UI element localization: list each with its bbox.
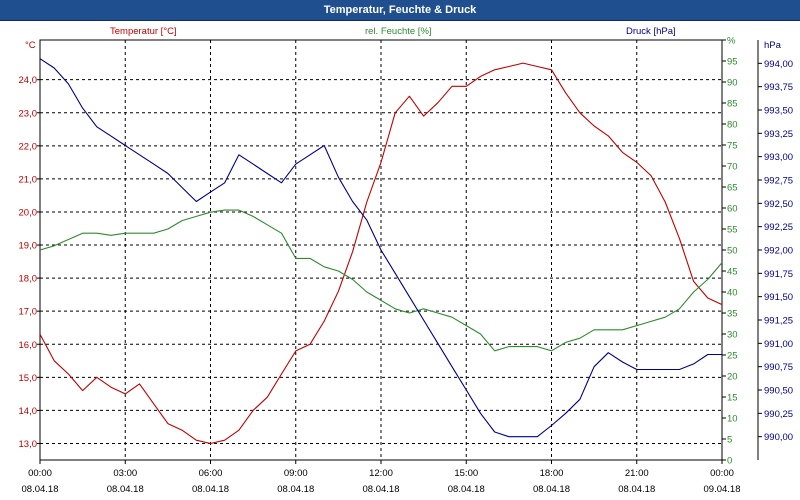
date-tick-label: 08.04.18 [363,484,400,495]
pressure-tick-label: 991,50 [764,292,793,303]
pressure-tick-label: 993,00 [764,152,793,163]
humidity-tick-label: 10 [727,414,738,425]
pressure-tick-label: 990,50 [764,386,793,397]
date-tick-label: 08.04.18 [22,484,59,495]
humidity-tick-label: 15 [727,393,738,404]
pressure-tick-label: 990,75 [764,362,793,373]
temperature-tick-label: 14,0 [19,406,38,417]
humidity-tick-label: 80 [727,120,738,131]
temperature-line [39,62,723,445]
humidity-tick-label: 90 [727,78,738,89]
temperature-tick-label: 19,0 [19,241,38,252]
humidity-tick-label: 95 [727,57,738,68]
pressure-tick-label: 993,25 [764,129,793,140]
time-tick-label: 21:00 [625,468,649,479]
time-tick-label: 12:00 [369,468,393,479]
humidity-tick-label: 40 [727,288,738,299]
humidity-tick-label: 85 [727,99,738,110]
pressure-series-label: Druck [hPa] [626,26,676,37]
pressure-tick-label: 992,25 [764,222,793,233]
humidity-axis: 0 5 10 15 20 25 30 35 40 45 50 55 60 65 70 75 80 85 90 95% [722,36,738,467]
date-tick-label: 08.04.18 [533,484,570,495]
time-tick-label: 03:00 [113,468,137,479]
humidity-line [39,209,723,352]
humidity-tick-label: 5 [727,435,732,446]
date-tick-label: 08.04.18 [277,484,314,495]
time-axis: 00:00 08.04.18 03:00 08.04.18 06:00 08.04.18 0… [22,460,741,495]
humidity-tick-label: 35 [727,309,738,320]
humidity-tick-label: 60 [727,204,738,215]
pressure-tick-label: 991,00 [764,339,793,350]
temperature-tick-label: 16,0 [19,340,38,351]
temperature-tick-label: 13,0 [19,439,38,450]
date-tick-label: 08.04.18 [448,484,485,495]
temperature-tick-label: 23,0 [19,108,38,119]
date-tick-label: 08.04.18 [192,484,229,495]
pressure-tick-label: 990,25 [764,409,793,420]
pressure-tick-label: 991,75 [764,269,793,280]
humidity-tick-label: 0 [727,456,732,467]
humidity-tick-label: 30 [727,330,738,341]
temperature-axis: 13,0 14,0 15,0 16,0 17,0 18,0 19,0 20,0 21,0 22,0… [19,75,40,450]
time-tick-label: 00:00 [28,468,52,479]
humidity-tick-label: 50 [727,246,738,257]
humidity-tick-label: 70 [727,162,738,173]
temperature-tick-label: 18,0 [19,274,38,285]
date-tick-label: 09.04.18 [704,484,741,495]
temperature-tick-label: 15,0 [19,373,38,384]
humidity-tick-label: 75 [727,141,738,152]
time-tick-label: 00:00 [710,468,734,479]
pressure-axis: 990,00 990,25 990,50 990,75 991,00 991,25 991,… [757,40,793,460]
pressure-tick-label: 992,50 [764,199,793,210]
temperature-tick-label: 22,0 [19,141,38,152]
date-tick-label: 08.04.18 [107,484,144,495]
line-chart: °C Temperatur [°C] rel. Feuchte [%] Druc… [19,26,794,495]
time-tick-label: 15:00 [454,468,478,479]
pressure-tick-label: 992,75 [764,176,793,187]
date-tick-label: 08.04.18 [618,484,655,495]
pressure-tick-label: 993,50 [764,106,793,117]
pressure-tick-label: 990,00 [764,432,793,443]
time-tick-label: 18:00 [540,468,564,479]
temperature-series-label: Temperatur [°C] [110,26,177,37]
window-title: Temperatur, Feuchte & Druck [0,0,800,21]
humidity-tick-label: 65 [727,183,738,194]
pressure-tick-label: 991,25 [764,316,793,327]
time-tick-label: 09:00 [284,468,308,479]
temperature-tick-label: 17,0 [19,307,38,318]
humidity-unit-label: % [727,36,736,47]
time-tick-label: 06:00 [199,468,223,479]
pressure-tick-label: 993,75 [764,82,793,93]
pressure-tick-label: 994,00 [764,59,793,70]
temperature-tick-label: 24,0 [19,75,38,86]
temperature-unit-label: °C [25,40,36,51]
series-lines [39,58,723,445]
pressure-tick-label: 992,00 [764,246,793,257]
humidity-tick-label: 20 [727,372,738,383]
pressure-line [39,58,722,438]
humidity-tick-label: 45 [727,267,738,278]
humidity-tick-label: 55 [727,225,738,236]
temperature-tick-label: 20,0 [19,207,38,218]
humidity-tick-label: 25 [727,351,738,362]
pressure-unit-label: hPa [764,40,782,51]
temperature-tick-label: 21,0 [19,174,38,185]
humidity-series-label: rel. Feuchte [%] [365,26,432,37]
